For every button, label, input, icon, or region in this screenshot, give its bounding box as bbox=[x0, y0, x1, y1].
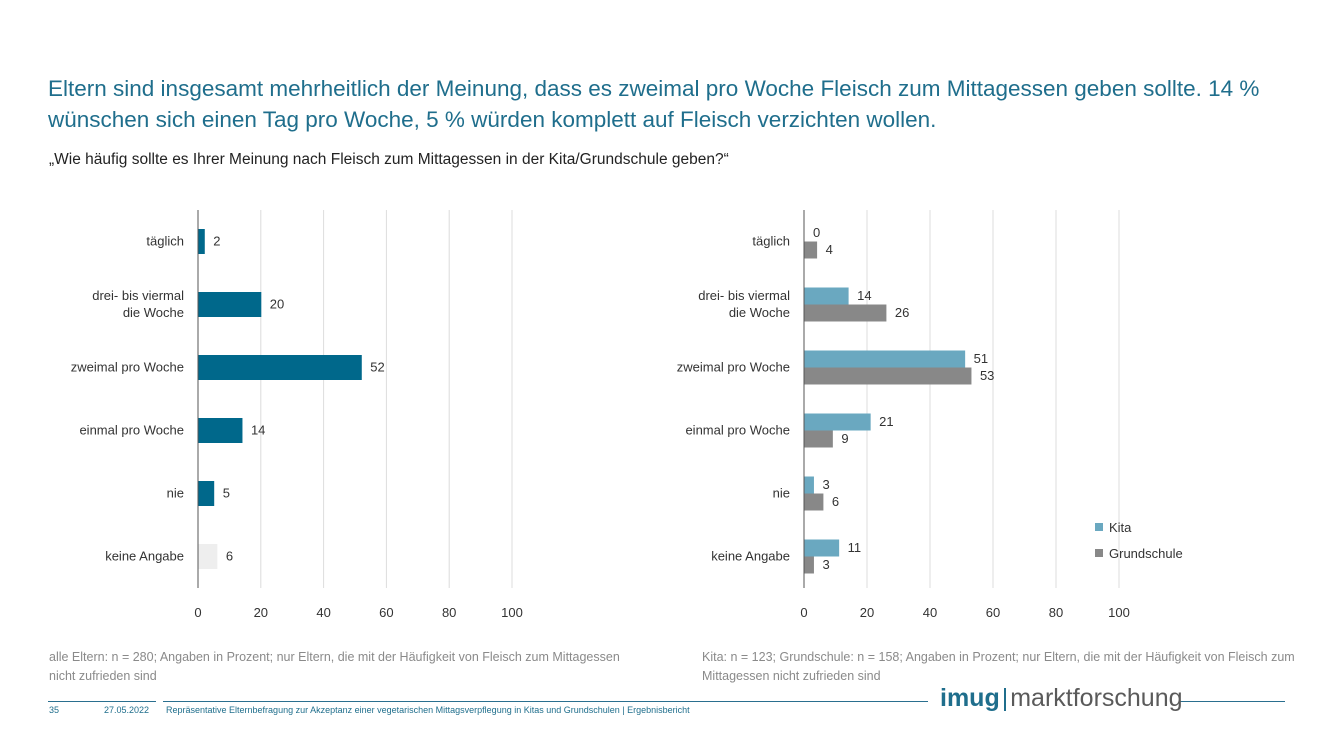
category-label: nie bbox=[167, 486, 184, 501]
data-label: 51 bbox=[974, 351, 988, 366]
category-label: zweimal pro Woche bbox=[677, 360, 790, 375]
category-label: die Woche bbox=[123, 305, 184, 320]
slide-headline: Eltern sind insgesamt mehrheitlich der M… bbox=[48, 76, 1260, 132]
kita-bar bbox=[804, 539, 840, 557]
tick-label: 0 bbox=[194, 605, 201, 620]
data-label: 4 bbox=[826, 242, 833, 257]
footer-divider bbox=[48, 701, 156, 702]
category-label: täglich bbox=[146, 234, 184, 249]
grundschule-bar bbox=[804, 493, 824, 511]
data-label: 9 bbox=[841, 431, 848, 446]
category-label: einmal pro Woche bbox=[79, 423, 184, 438]
footer-divider bbox=[1180, 701, 1285, 702]
data-label: 20 bbox=[270, 297, 284, 312]
data-label: 0 bbox=[813, 225, 820, 240]
imug-logo: imug|marktforschung bbox=[940, 684, 1183, 713]
tick-label: 20 bbox=[254, 605, 268, 620]
legend-swatch bbox=[1095, 549, 1103, 557]
page-number: 35 bbox=[49, 705, 60, 715]
category-label: keine Angabe bbox=[711, 549, 790, 564]
category-label: einmal pro Woche bbox=[685, 423, 790, 438]
chart-all-parents: 0 20 40 60 80 100 täglich 2 drei- bis viermal die… bbox=[71, 210, 523, 620]
data-label: 3 bbox=[822, 557, 829, 572]
category-label: die Woche bbox=[729, 305, 790, 320]
bar bbox=[198, 418, 243, 443]
tick-label: 100 bbox=[501, 605, 523, 620]
footer-title: Repräsentative Elternbefragung zur Akzep… bbox=[166, 705, 690, 715]
tick-label: 40 bbox=[316, 605, 330, 620]
tick-label: 0 bbox=[800, 605, 807, 620]
category-label: nie bbox=[773, 486, 790, 501]
footer-divider bbox=[163, 701, 928, 702]
kita-bar bbox=[804, 350, 966, 368]
data-label: 5 bbox=[223, 486, 230, 501]
category-label: drei- bis viermal bbox=[698, 288, 790, 303]
grundschule-bar bbox=[804, 304, 887, 322]
data-label: 21 bbox=[879, 414, 893, 429]
data-label: 14 bbox=[251, 423, 265, 438]
legend-label: Grundschule bbox=[1109, 546, 1183, 561]
legend-label: Kita bbox=[1109, 520, 1132, 535]
note-right: Kita: n = 123; Grundschule: n = 158; Ang… bbox=[702, 650, 1295, 683]
bar bbox=[198, 481, 215, 506]
data-label: 2 bbox=[213, 234, 220, 249]
tick-label: 20 bbox=[860, 605, 874, 620]
data-label: 26 bbox=[895, 305, 909, 320]
kita-bar bbox=[804, 287, 849, 305]
tick-label: 60 bbox=[986, 605, 1000, 620]
survey-question: „Wie häufig sollte es Ihrer Meinung nach… bbox=[49, 151, 729, 168]
data-label: 6 bbox=[832, 494, 839, 509]
category-label: täglich bbox=[752, 234, 790, 249]
data-label: 3 bbox=[822, 477, 829, 492]
data-label: 53 bbox=[980, 368, 994, 383]
legend-swatch bbox=[1095, 523, 1103, 531]
category-label: zweimal pro Woche bbox=[71, 360, 184, 375]
tick-label: 80 bbox=[1049, 605, 1063, 620]
data-label: 52 bbox=[370, 360, 384, 375]
logo-brand: imug bbox=[940, 684, 1000, 712]
footer-date: 27.05.2022 bbox=[104, 705, 150, 715]
category-label: drei- bis viermal bbox=[92, 288, 184, 303]
note-left: alle Eltern: n = 280; Angaben in Prozent… bbox=[49, 650, 620, 683]
data-label: 11 bbox=[848, 540, 862, 555]
logo-rest: marktforschung bbox=[1010, 684, 1183, 712]
grundschule-bar bbox=[804, 367, 972, 385]
kita-bar bbox=[804, 413, 871, 431]
grundschule-bar bbox=[804, 241, 818, 259]
data-label: 14 bbox=[857, 288, 871, 303]
logo-separator: | bbox=[1001, 684, 1009, 712]
tick-label: 100 bbox=[1108, 605, 1130, 620]
kita-bar bbox=[804, 476, 814, 494]
data-label: 6 bbox=[226, 549, 233, 564]
grundschule-bar bbox=[804, 556, 814, 574]
bar bbox=[198, 544, 218, 569]
tick-label: 80 bbox=[442, 605, 456, 620]
tick-label: 60 bbox=[379, 605, 393, 620]
tick-label: 40 bbox=[923, 605, 937, 620]
bar bbox=[198, 355, 362, 380]
bar bbox=[198, 229, 205, 254]
bar bbox=[198, 292, 262, 317]
grundschule-bar bbox=[804, 430, 833, 448]
category-label: keine Angabe bbox=[105, 549, 184, 564]
